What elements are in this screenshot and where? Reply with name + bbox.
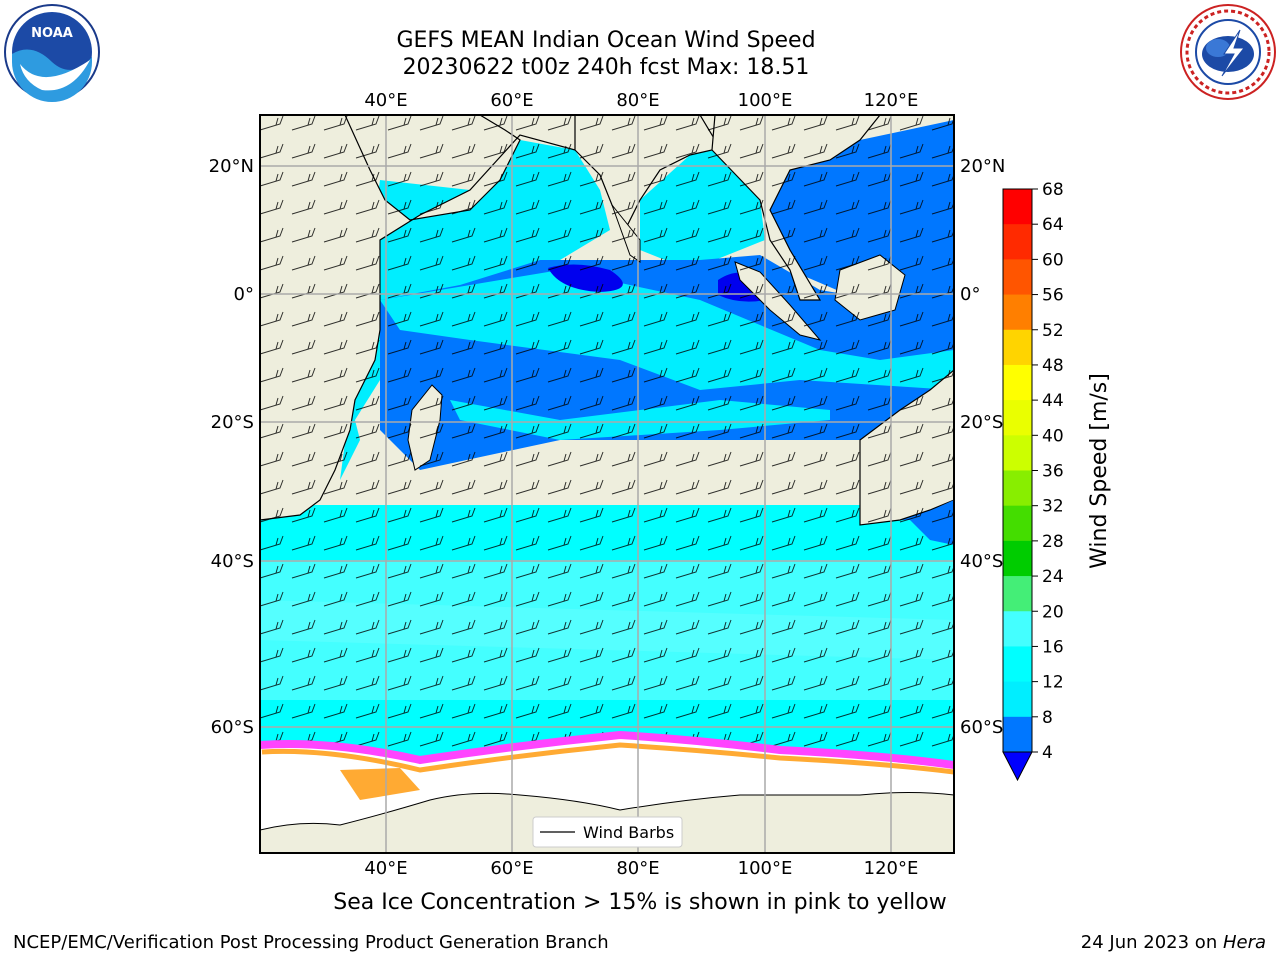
footer-date: 24 Jun 2023 on Hera [1081,932,1266,953]
colorbar-bin [1003,716,1032,753]
colorbar-bin [1003,540,1032,577]
colorbar-tick-label: 64 [1042,215,1064,235]
colorbar-tick-label: 8 [1042,708,1053,728]
legend-box: Wind Barbs [532,816,683,848]
colorbar-tick-label: 32 [1042,497,1064,517]
colorbar-bin [1003,470,1032,507]
lat-tick-left: 60°S [211,717,254,738]
colorbar-tick-label: 56 [1042,286,1064,306]
map-subtitle: 20230622 t00z 240h fcst Max: 18.51 [402,55,810,80]
lat-tick-right: 40°S [960,551,1003,572]
colorbar-tick-label: 36 [1042,462,1064,482]
sea-ice-orange-edge [261,742,954,775]
lon-tick-bottom: 120°E [864,858,919,879]
colorbar-tick-label: 60 [1042,250,1064,270]
colorbar-bin [1003,364,1032,401]
colorbar-tick-label: 16 [1042,637,1064,657]
map-frame [259,114,955,854]
lat-tick-right: 60°S [960,717,1003,738]
colorbar-bin [1003,400,1032,436]
colorbar-label: Wind Speed [m/s] [1087,373,1112,569]
colorbar-bin [1003,576,1032,612]
lon-tick-top: 120°E [864,90,919,111]
colorbar-tick-label: 24 [1042,567,1064,587]
lat-tick-right: 0° [960,284,980,305]
map-field [260,115,954,853]
footer-credit: NCEP/EMC/Verification Post Processing Pr… [13,932,609,953]
colorbar-bin [1003,505,1032,542]
colorbar-bin [1003,646,1032,683]
colorbar-bin [1003,224,1032,260]
colorbar-tick-label: 44 [1042,391,1064,411]
map-title: GEFS MEAN Indian Ocean Wind Speed [396,28,816,53]
lon-tick-top: 60°E [490,90,533,111]
colorbar-bin [1003,435,1032,471]
lon-tick-top: 80°E [616,90,659,111]
lat-tick-right: 20°S [960,412,1003,433]
colorbar-bin [1003,189,1032,225]
colorbar-tick-label: 48 [1042,356,1064,376]
colorbar-bin [1003,681,1032,718]
noaa-logo-text: NOAA [31,26,73,41]
colorbar-tick-label: 68 [1042,180,1064,200]
lon-tick-top: 40°E [364,90,407,111]
sea-ice-pink-edge [260,730,954,769]
noaa-logo: NOAA [4,4,100,102]
colorbar-bin [1003,294,1032,331]
colorbar-tick-label: 28 [1042,532,1064,552]
colorbar-tick-label: 40 [1042,426,1064,446]
colorbar-tick-label: 20 [1042,602,1064,622]
colorbar: 68 64 60 56 52 48 44 40 36 32 28 24 20 16 12 8 4 [1002,180,1064,782]
lat-tick-left: 40°S [211,551,254,572]
lon-tick-bottom: 80°E [616,858,659,879]
lat-tick-left: 20°S [211,412,254,433]
sea-ice-patch [340,768,420,800]
colorbar-tick-label: 12 [1042,673,1064,693]
sea-ice-caption: Sea Ice Concentration > 15% is shown in … [333,890,947,915]
lat-tick-left: 20°N [209,156,254,177]
colorbar-tick-label: 52 [1042,321,1064,341]
lon-tick-bottom: 60°E [490,858,533,879]
lon-tick-bottom: 100°E [738,858,793,879]
colorbar-bin [1003,329,1032,366]
nws-logo [1180,4,1276,100]
colorbar-tick-label: 4 [1042,743,1053,763]
axis-labels: 40°E 60°E 80°E 100°E 120°E 40°E 60°E 80°… [209,90,1006,879]
graticule [260,115,954,853]
lon-tick-top: 100°E [738,90,793,111]
colorbar-bin [1003,259,1032,296]
footer-host: Hera [1222,932,1266,953]
colorbar-under-extension [1002,751,1033,782]
colorbar-bin [1003,611,1032,647]
lon-tick-bottom: 40°E [364,858,407,879]
footer-date-text: 24 Jun 2023 on [1080,932,1223,953]
wind-barbs-field [260,115,954,760]
lat-tick-right: 20°N [960,156,1005,177]
legend-label: Wind Barbs [583,823,674,842]
lat-tick-left: 0° [234,284,254,305]
